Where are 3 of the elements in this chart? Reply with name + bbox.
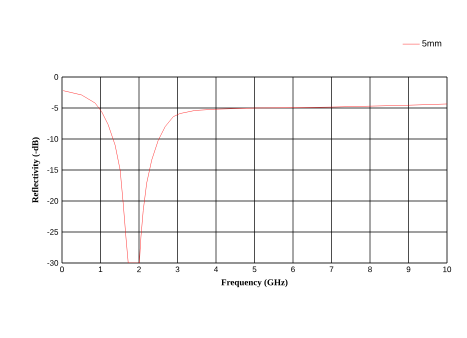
x-axis-title: Frequency (GHz)	[221, 279, 288, 288]
y-axis-title: Reflectivity (-dB)	[32, 137, 40, 203]
legend-label: 5mm	[422, 40, 442, 47]
